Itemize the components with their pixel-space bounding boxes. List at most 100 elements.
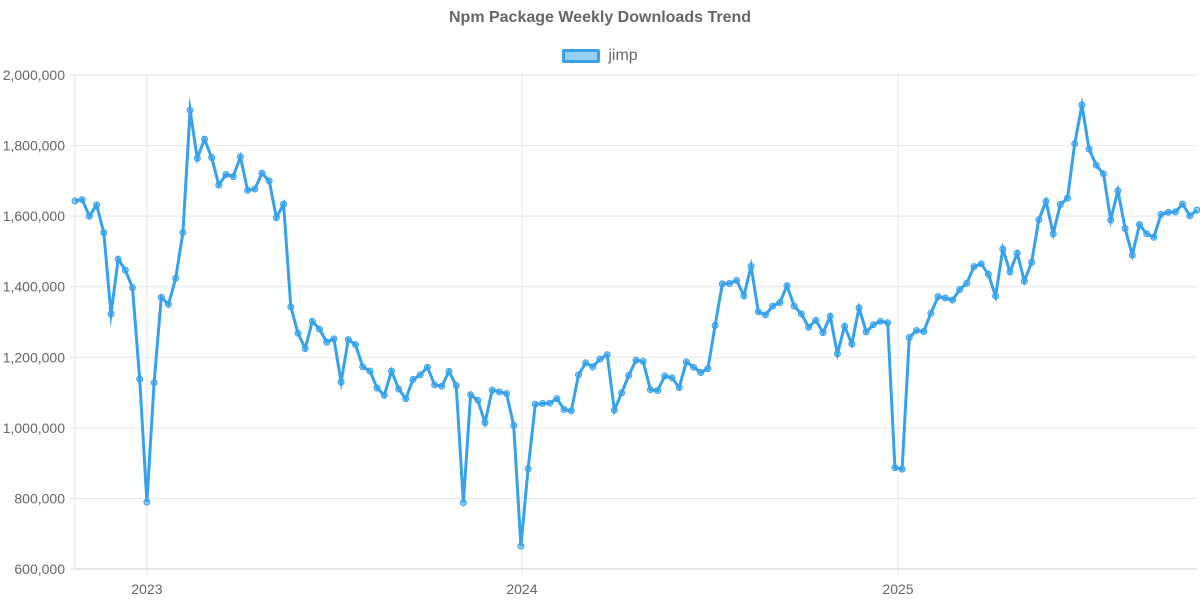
data-point[interactable] [1193,206,1200,214]
data-point[interactable] [71,197,79,205]
data-point[interactable] [625,371,633,379]
data-point[interactable] [1186,212,1194,220]
data-point[interactable] [913,327,920,334]
data-point[interactable] [517,542,525,550]
data-point[interactable] [826,312,834,320]
data-point[interactable] [531,400,539,408]
data-point[interactable] [129,284,136,292]
data-point[interactable] [107,310,115,318]
data-point[interactable] [416,371,424,379]
data-point[interactable] [963,279,971,287]
data-point[interactable] [1064,194,1071,202]
data-point[interactable] [711,322,719,329]
data-point[interactable] [251,185,259,193]
data-point[interactable] [337,378,345,386]
data-point[interactable] [1100,170,1107,178]
data-point[interactable] [675,384,683,392]
data-point[interactable] [229,173,237,181]
data-point[interactable] [186,106,194,114]
data-point[interactable] [646,386,654,394]
data-point[interactable] [1179,200,1187,208]
data-point[interactable] [682,358,690,366]
data-point[interactable] [78,196,86,204]
data-point[interactable] [1114,187,1122,195]
data-point[interactable] [503,390,510,398]
data-point[interactable] [783,282,791,290]
data-point[interactable] [941,294,949,302]
data-point[interactable] [862,328,870,336]
data-point[interactable] [805,323,813,331]
data-point[interactable] [150,379,158,387]
data-point[interactable] [143,498,151,506]
data-point[interactable] [165,300,172,308]
data-point[interactable] [100,229,108,237]
data-point[interactable] [754,308,762,316]
data-point[interactable] [970,263,978,271]
data-point[interactable] [603,351,611,359]
data-point[interactable] [215,181,223,189]
data-point[interactable] [841,322,849,330]
data-point[interactable] [294,329,302,337]
data-point[interactable] [884,319,892,327]
data-point[interactable] [553,395,561,403]
data-point[interactable] [236,153,244,161]
data-point[interactable] [474,396,482,404]
data-point[interactable] [539,400,546,407]
data-point[interactable] [316,325,323,333]
data-point[interactable] [359,363,367,371]
data-point[interactable] [380,391,388,399]
data-point[interactable] [596,355,604,363]
data-point[interactable] [1164,208,1172,216]
data-point[interactable] [431,381,439,389]
data-point[interactable] [323,338,331,346]
data-point[interactable] [85,212,93,220]
data-point[interactable] [388,367,395,375]
data-point[interactable] [301,345,309,352]
data-point[interactable] [589,363,597,371]
data-point[interactable] [366,367,374,375]
legend-swatch[interactable] [562,49,601,63]
data-point[interactable] [546,399,554,407]
data-point[interactable] [661,372,669,380]
data-point[interactable] [481,419,489,427]
data-point[interactable] [193,154,201,162]
data-point[interactable] [524,465,532,473]
data-point[interactable] [704,365,712,373]
data-point[interactable] [1049,230,1057,238]
data-point[interactable] [1150,233,1158,241]
data-point[interactable] [999,245,1007,253]
data-point[interactable] [272,214,280,222]
data-point[interactable] [344,336,352,344]
data-point[interactable] [869,321,877,329]
data-point[interactable] [452,382,460,389]
data-point[interactable] [891,464,899,472]
data-point[interactable] [1143,230,1151,238]
data-point[interactable] [510,421,518,429]
data-point[interactable] [697,369,705,376]
data-point[interactable] [812,316,820,324]
data-point[interactable] [1078,101,1086,109]
data-point[interactable] [1042,197,1050,205]
data-point[interactable] [1107,216,1115,224]
data-point[interactable] [848,340,856,348]
data-point[interactable] [833,350,841,358]
data-point[interactable] [114,255,122,263]
data-point[interactable] [905,334,913,341]
data-point[interactable] [172,274,180,282]
data-point[interactable] [488,386,496,394]
data-point[interactable] [632,356,640,364]
data-point[interactable] [179,229,187,237]
data-point[interactable] [769,302,777,310]
data-point[interactable] [208,154,216,162]
data-point[interactable] [582,359,590,367]
data-point[interactable] [1171,208,1179,216]
data-point[interactable] [1128,251,1136,259]
data-point[interactable] [1071,140,1079,148]
data-point[interactable] [244,186,252,194]
data-point[interactable] [308,317,316,325]
data-point[interactable] [575,371,582,379]
data-point[interactable] [740,292,748,300]
data-point[interactable] [423,363,431,371]
data-point[interactable] [1092,161,1100,169]
data-point[interactable] [157,293,165,301]
